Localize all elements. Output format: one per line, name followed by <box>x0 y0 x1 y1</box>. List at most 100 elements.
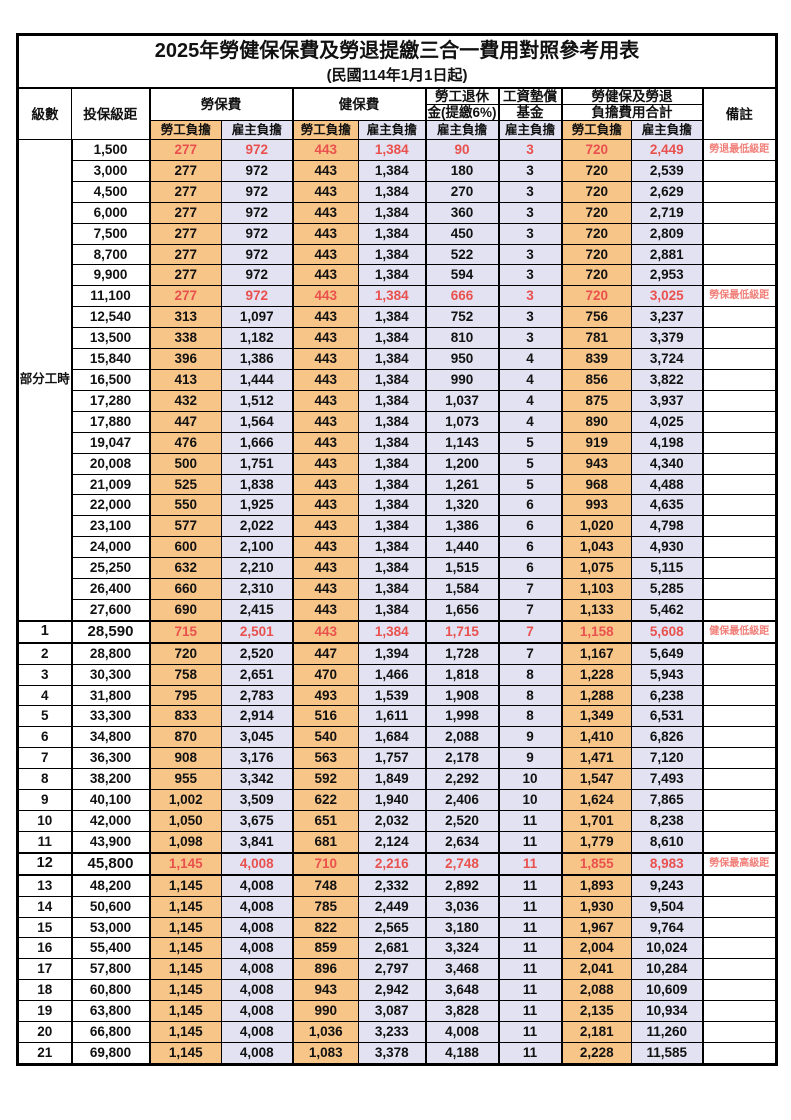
cell-health-worker: 443 <box>291 348 359 370</box>
cell-health-employer: 1,384 <box>358 515 426 538</box>
subheader-wage-fund-employer: 雇主負擔 <box>497 120 562 140</box>
cell-total-worker: 968 <box>560 473 632 496</box>
cell-labor-worker: 277 <box>148 285 222 308</box>
cell-labor-worker: 577 <box>148 515 222 538</box>
cell-health-worker: 443 <box>291 243 359 266</box>
cell-health-employer: 2,332 <box>358 874 426 897</box>
cell-total-worker: 2,228 <box>560 1041 632 1065</box>
cell-wage-fund-employer: 10 <box>497 768 562 791</box>
cell-total-worker: 1,624 <box>560 789 632 811</box>
cell-wage-fund-employer: 9 <box>497 747 562 770</box>
cell-bracket: 28,590 <box>70 619 150 644</box>
cell-labor-employer: 3,176 <box>221 747 293 770</box>
cell-total-employer: 11,585 <box>631 1041 703 1065</box>
cell-remark <box>701 895 778 918</box>
cell-total-worker: 720 <box>560 285 632 308</box>
cell-labor-worker: 1,145 <box>148 979 222 1002</box>
cell-pension-employer: 1,715 <box>424 619 499 644</box>
cell-wage-fund-employer: 6 <box>497 494 562 517</box>
table-row: 9,900 277 972 443 1,384 594 3 720 2,953 <box>18 264 778 287</box>
table-row: 16,500 413 1,444 443 1,384 990 4 856 3,822 <box>18 368 778 391</box>
cell-level: 10 <box>17 810 72 832</box>
cell-pension-employer: 4,188 <box>424 1041 499 1065</box>
table-row: 6 34,800 870 3,045 540 1,684 2,088 9 1,410 6,826 <box>17 726 778 749</box>
cell-total-employer: 10,934 <box>631 1000 703 1023</box>
table-row: 10 42,000 1,050 3,675 651 2,032 2,520 11 1,701 8,… <box>17 810 778 832</box>
table-row: 5 33,300 833 2,914 516 1,611 1,998 8 1,349 6,531 <box>17 705 778 728</box>
cell-total-worker: 1,967 <box>560 916 632 939</box>
cell-labor-worker: 758 <box>148 663 222 686</box>
cell-pension-employer: 950 <box>424 348 499 370</box>
cell-total-worker: 1,075 <box>560 557 632 580</box>
cell-health-employer: 1,611 <box>358 705 426 728</box>
cell-health-worker: 943 <box>291 979 359 1002</box>
cell-bracket: 27,600 <box>70 598 150 622</box>
cell-pension-employer: 1,515 <box>424 557 499 580</box>
cell-remark <box>701 937 778 960</box>
cell-wage-fund-employer: 9 <box>497 726 562 749</box>
cell-labor-employer: 1,751 <box>221 452 293 475</box>
cell-pension-employer: 1,200 <box>424 452 499 475</box>
cell-labor-worker: 720 <box>148 642 222 665</box>
cell-bracket: 43,900 <box>70 830 150 854</box>
cell-bracket: 66,800 <box>70 1021 150 1043</box>
cell-wage-fund-employer: 5 <box>497 452 562 475</box>
cell-bracket: 48,200 <box>70 874 150 897</box>
table-row: 7 36,300 908 3,176 563 1,757 2,178 9 1,471 7,120 <box>17 747 778 770</box>
table-row: 16 55,400 1,145 4,008 859 2,681 3,324 11 2,004 10… <box>17 937 778 960</box>
cell-pension-employer: 594 <box>424 264 499 287</box>
cell-total-employer: 4,340 <box>631 452 703 475</box>
cell-bracket: 34,800 <box>70 726 150 749</box>
table-row: 23,100 577 2,022 443 1,384 1,386 6 1,020 4,798 <box>18 515 778 538</box>
table-row: 20,008 500 1,751 443 1,384 1,200 5 943 4,340 <box>18 452 778 475</box>
cell-remark: 健保最低級距 <box>701 619 778 644</box>
cell-health-worker: 443 <box>291 557 359 580</box>
cell-labor-employer: 972 <box>221 222 293 245</box>
cell-level: 2 <box>17 642 72 665</box>
cell-bracket: 57,800 <box>70 958 150 981</box>
cell-total-worker: 2,041 <box>560 958 632 981</box>
cell-labor-employer: 4,008 <box>221 1021 293 1043</box>
level-group-cell: 部分工時 <box>17 138 72 622</box>
cell-level: 3 <box>17 663 72 686</box>
cell-wage-fund-employer: 3 <box>497 201 562 224</box>
table-row: 25,250 632 2,210 443 1,384 1,515 6 1,075 5,115 <box>18 557 778 580</box>
cell-wage-fund-employer: 11 <box>497 916 562 939</box>
cell-health-worker: 443 <box>291 578 359 600</box>
cell-wage-fund-employer: 10 <box>497 789 562 811</box>
table-row: 14 50,600 1,145 4,008 785 2,449 3,036 11 1,930 9,… <box>17 895 778 918</box>
cell-wage-fund-employer: 7 <box>497 578 562 600</box>
cell-wage-fund-employer: 5 <box>497 431 562 454</box>
cell-remark <box>701 1000 778 1023</box>
cell-remark <box>701 810 778 832</box>
subheader-health-employer: 雇主負擔 <box>358 120 426 140</box>
cell-health-worker: 443 <box>291 327 359 350</box>
cell-bracket: 30,300 <box>70 663 150 686</box>
cell-level: 8 <box>17 768 72 791</box>
header-pension-line1: 勞工退休 <box>424 87 499 105</box>
cell-health-worker: 443 <box>291 515 359 538</box>
header-total-line1: 勞健保及勞退 <box>560 87 703 105</box>
cell-total-employer: 9,764 <box>631 916 703 939</box>
cell-wage-fund-employer: 11 <box>497 895 562 918</box>
table-row: 15,840 396 1,386 443 1,384 950 4 839 3,724 <box>18 348 778 370</box>
cell-wage-fund-employer: 11 <box>497 937 562 960</box>
cell-wage-fund-employer: 4 <box>497 389 562 412</box>
cell-wage-fund-employer: 6 <box>497 536 562 559</box>
header-total-line2: 負擔費用合計 <box>560 104 703 121</box>
cell-wage-fund-employer: 8 <box>497 663 562 686</box>
cell-health-employer: 1,466 <box>358 663 426 686</box>
cell-remark <box>701 473 778 496</box>
table-row: 21,009 525 1,838 443 1,384 1,261 5 968 4,488 <box>18 473 778 496</box>
cell-remark <box>701 515 778 538</box>
cell-level: 9 <box>17 789 72 811</box>
cell-labor-worker: 1,145 <box>148 937 222 960</box>
cell-pension-employer: 2,406 <box>424 789 499 811</box>
cell-bracket: 53,000 <box>70 916 150 939</box>
cell-total-worker: 720 <box>560 264 632 287</box>
cell-labor-worker: 1,002 <box>148 789 222 811</box>
cell-pension-employer: 1,386 <box>424 515 499 538</box>
subheader-health-worker: 勞工負擔 <box>291 120 359 140</box>
table-row: 3,000 277 972 443 1,384 180 3 720 2,539 <box>18 159 778 182</box>
cell-bracket: 17,880 <box>70 410 150 433</box>
